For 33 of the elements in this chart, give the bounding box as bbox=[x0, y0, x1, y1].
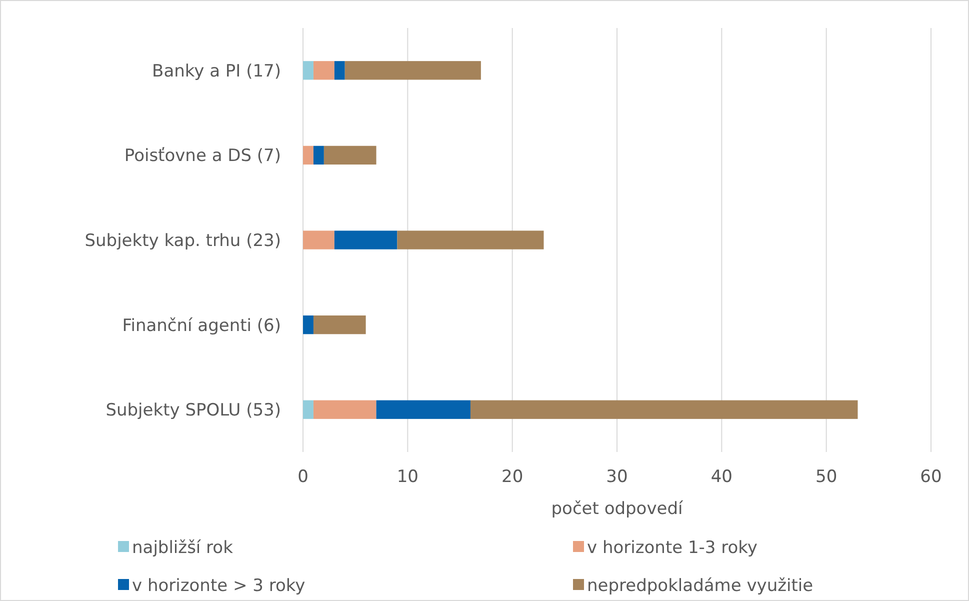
bar bbox=[470, 400, 858, 419]
bar bbox=[376, 400, 470, 419]
legend-label: najbližší rok bbox=[132, 538, 234, 558]
x-tick-label: 60 bbox=[920, 467, 942, 487]
bar bbox=[303, 61, 314, 80]
legend-label: v horizonte > 3 roky bbox=[132, 576, 306, 596]
bar bbox=[303, 146, 314, 165]
x-tick-label: 40 bbox=[710, 467, 732, 487]
x-tick-label: 20 bbox=[502, 467, 524, 487]
bar bbox=[313, 61, 334, 80]
x-axis-title: počet odpovedí bbox=[551, 499, 684, 519]
bar bbox=[334, 61, 345, 80]
bar bbox=[313, 146, 324, 165]
bar bbox=[303, 400, 314, 419]
bar bbox=[324, 146, 376, 165]
bar bbox=[344, 61, 481, 80]
bar bbox=[313, 315, 366, 334]
y-tick-label: Finanční agenti (6) bbox=[122, 316, 281, 336]
y-tick-label: Poisťovne a DS (7) bbox=[124, 146, 281, 166]
bar bbox=[303, 230, 334, 250]
legend-label: nepredpokladáme využitie bbox=[587, 576, 814, 596]
x-tick-label: 0 bbox=[298, 467, 308, 487]
bar bbox=[303, 315, 314, 334]
bar bbox=[334, 230, 398, 250]
y-tick-label: Banky a PI (17) bbox=[152, 61, 281, 82]
bar bbox=[397, 230, 544, 250]
x-tick-label: 10 bbox=[396, 467, 418, 487]
y-tick-label: Subjekty SPOLU (53) bbox=[106, 400, 281, 421]
bar bbox=[313, 400, 376, 419]
legend-label: v horizonte 1-3 roky bbox=[587, 538, 758, 558]
y-tick-label: Subjekty kap. trhu (23) bbox=[84, 230, 281, 251]
x-tick-label: 30 bbox=[606, 467, 628, 487]
x-tick-label: 50 bbox=[816, 467, 838, 487]
